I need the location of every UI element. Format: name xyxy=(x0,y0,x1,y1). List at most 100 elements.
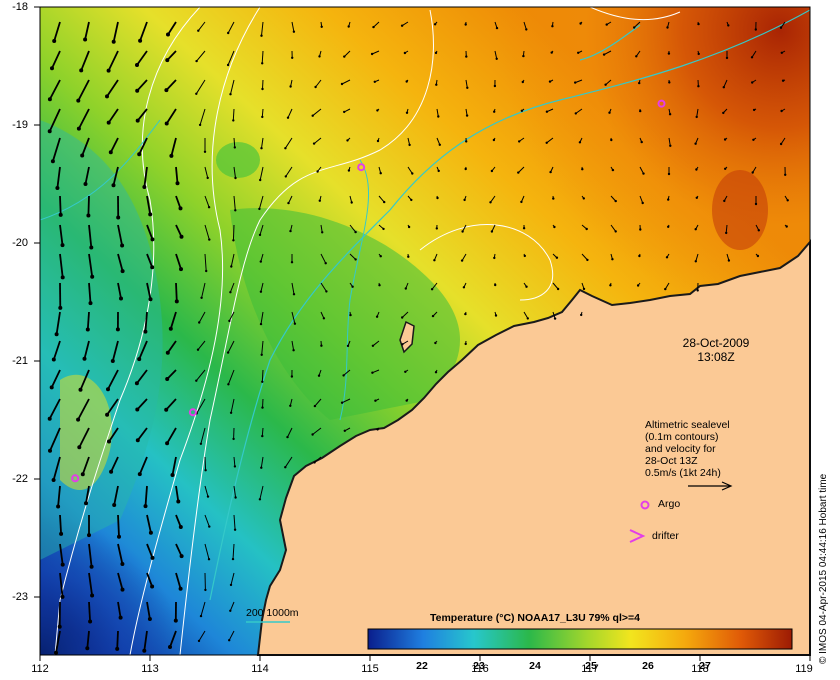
velocity-arrow-head xyxy=(342,374,345,377)
velocity-arrow-head xyxy=(462,286,466,289)
velocity-arrow-head xyxy=(555,256,559,259)
velocity-arrow xyxy=(233,166,236,179)
velocity-arrow-head xyxy=(405,80,408,83)
velocity-arrow xyxy=(341,79,351,85)
plot-frame xyxy=(39,6,811,656)
velocity-arrow-head xyxy=(76,98,81,103)
velocity-arrow xyxy=(312,108,322,117)
velocity-arrow xyxy=(88,543,93,567)
velocity-arrow xyxy=(288,195,293,204)
velocity-arrow-head xyxy=(667,52,671,55)
velocity-arrow-head xyxy=(111,183,116,188)
velocity-arrow-head xyxy=(289,85,292,88)
velocity-arrow-head xyxy=(166,32,170,37)
velocity-arrow xyxy=(204,224,210,240)
velocity-arrow-head xyxy=(120,587,125,592)
velocity-arrow xyxy=(494,50,498,59)
velocity-arrow-head xyxy=(638,81,641,85)
legend-symbols xyxy=(246,481,733,623)
velocity-arrow xyxy=(57,485,61,507)
velocity-arrow xyxy=(112,166,119,186)
velocity-arrow-head xyxy=(581,168,584,171)
velocity-arrow-head xyxy=(58,305,63,310)
velocity-arrow xyxy=(56,166,61,189)
velocity-arrow-head xyxy=(60,594,65,599)
velocity-arrow xyxy=(169,630,177,648)
velocity-arrow xyxy=(84,21,90,40)
velocity-arrow xyxy=(695,253,699,262)
velocity-arrow-head xyxy=(434,51,438,55)
velocity-arrow-head xyxy=(259,178,262,182)
velocity-arrow-head xyxy=(433,23,437,26)
velocity-arrow xyxy=(117,282,122,299)
velocity-arrow-head xyxy=(52,39,57,43)
velocity-arrow xyxy=(81,456,90,475)
velocity-arrow xyxy=(171,456,177,476)
velocity-arrow-head xyxy=(784,173,787,176)
velocity-arrow xyxy=(490,195,496,203)
velocity-arrow-head xyxy=(639,109,642,113)
velocity-arrow-head xyxy=(169,153,174,158)
velocity-arrow-head xyxy=(198,123,202,127)
velocity-arrow-head xyxy=(259,322,263,326)
velocity-arrow xyxy=(137,427,148,441)
velocity-arrow-head xyxy=(135,63,139,67)
map-legend: Altimetric sealevel (0.1m contours) and … xyxy=(645,419,730,479)
velocity-arrow-head xyxy=(289,404,292,407)
velocity-arrow xyxy=(52,456,61,481)
velocity-arrow-head xyxy=(197,29,200,32)
velocity-arrow xyxy=(639,166,644,174)
velocity-arrow-head xyxy=(226,351,230,354)
velocity-arrow-head xyxy=(200,296,203,299)
velocity-arrow xyxy=(575,108,583,114)
velocity-arrow-head xyxy=(611,258,614,261)
velocity-arrow xyxy=(144,485,148,507)
velocity-arrow-head xyxy=(204,588,207,592)
date-text: 28-Oct-2009 xyxy=(682,336,750,350)
velocity-arrow-head xyxy=(228,319,231,323)
contour-legend-label: 200 1000m xyxy=(246,607,299,619)
velocity-arrow-head xyxy=(318,55,321,58)
velocity-arrow xyxy=(232,108,235,121)
velocity-arrow-head xyxy=(751,81,754,84)
velocity-arrow-head xyxy=(111,39,116,44)
velocity-arrow xyxy=(232,543,235,560)
velocity-arrow-head xyxy=(50,159,55,164)
velocity-arrow-head xyxy=(582,197,585,200)
velocity-arrow-head xyxy=(378,284,381,287)
velocity-arrow-head xyxy=(134,381,139,386)
velocity-arrow-head xyxy=(370,52,374,56)
velocity-arrow xyxy=(78,427,90,448)
velocity-arrow-head xyxy=(324,262,327,265)
velocity-arrow-head xyxy=(611,168,615,172)
velocity-arrow-head xyxy=(343,110,346,114)
drifter-legend-label: drifter xyxy=(652,530,679,542)
velocity-arrow-head xyxy=(208,238,211,241)
velocity-arrow xyxy=(108,427,119,442)
velocity-arrow xyxy=(146,195,152,215)
velocity-arrow xyxy=(77,398,90,421)
velocity-arrow xyxy=(166,427,177,444)
velocity-arrow xyxy=(668,137,671,146)
velocity-arrow xyxy=(407,166,413,174)
velocity-arrow-head xyxy=(232,119,235,122)
velocity-arrow-head xyxy=(727,259,731,262)
velocity-arrow-head xyxy=(401,316,404,319)
velocity-arrow-head xyxy=(292,349,295,352)
velocity-arrow-head xyxy=(85,327,90,332)
velocity-arrow-head xyxy=(178,206,183,211)
velocity-arrow-head xyxy=(135,407,140,412)
argo-legend-icon xyxy=(640,500,650,510)
lon-tick: 117 xyxy=(581,663,599,675)
velocity-arrow xyxy=(107,369,119,390)
velocity-arrow xyxy=(166,50,177,61)
velocity-arrow-head xyxy=(286,435,289,439)
velocity-arrow xyxy=(320,224,323,233)
velocity-arrow xyxy=(136,369,148,384)
velocity-arrow-head xyxy=(375,315,379,318)
velocity-arrow-head xyxy=(464,342,467,346)
velocity-arrow-head xyxy=(551,25,554,28)
velocity-arrow-head xyxy=(724,167,727,170)
velocity-arrow-head xyxy=(604,83,607,86)
velocity-arrow-head xyxy=(165,441,170,446)
